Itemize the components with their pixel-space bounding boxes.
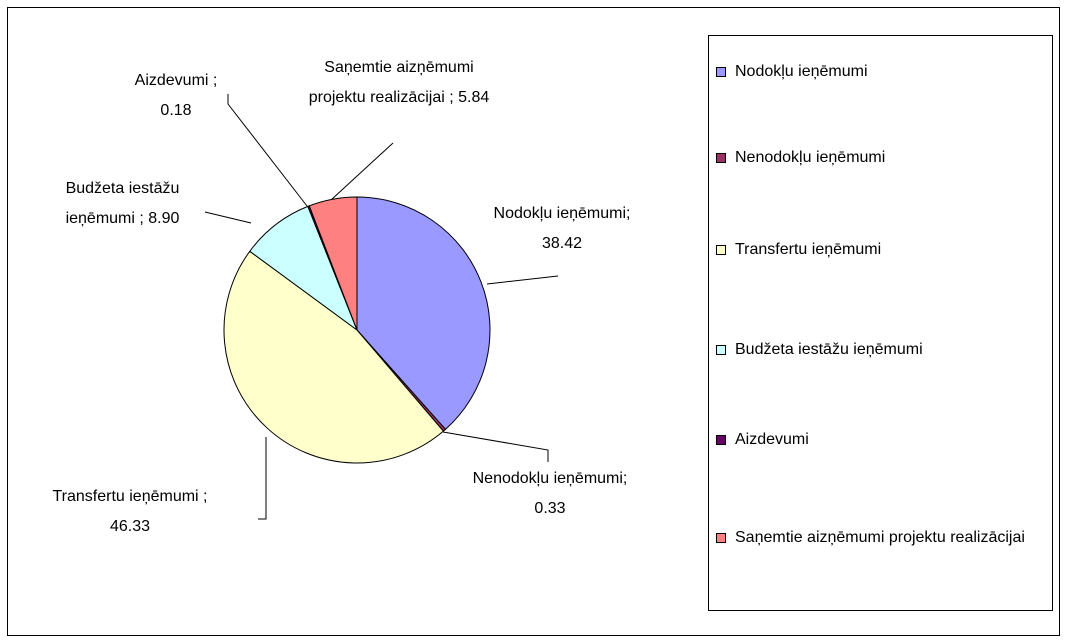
data-label: Aizdevumi ; 0.18 — [134, 72, 218, 119]
legend-label: Nodokļu ieņēmumi — [735, 63, 868, 80]
legend-box — [708, 35, 1053, 611]
leader-line — [227, 94, 308, 207]
legend-swatch — [716, 533, 726, 543]
legend-label: Transfertu ieņēmumi — [735, 241, 882, 258]
leader-line — [330, 142, 394, 201]
leader-lines — [204, 94, 559, 520]
data-label: Saņemtie aizņēmumi projektu realizācijai… — [308, 59, 490, 106]
pie-slice — [223, 250, 445, 464]
legend-label: Saņemtie aizņēmumi projektu realizācijai — [735, 529, 1025, 546]
leader-line — [442, 431, 549, 462]
legend-swatch — [716, 245, 726, 255]
legend-swatch — [716, 345, 726, 355]
data-label: Transfertu ieņēmumi ; 46.33 — [52, 488, 208, 535]
data-label: Nodokļu ieņēmumi; 38.42 — [493, 205, 631, 252]
leader-line — [258, 437, 267, 520]
data-label: Nenodokļu ieņēmumi; 0.33 — [472, 470, 628, 517]
pie-slice — [308, 196, 358, 331]
legend-swatch — [716, 67, 726, 77]
pie-slice — [356, 196, 491, 431]
legend-label: Aizdevumi — [735, 431, 809, 448]
legend-label: Nenodokļu ieņēmumi — [735, 149, 886, 166]
data-label: Budžeta iestāžu ieņēmumi ; 8.90 — [65, 180, 180, 227]
leader-line — [204, 211, 252, 224]
legend-swatch — [716, 435, 726, 445]
leader-line — [486, 275, 559, 285]
legend-swatch — [716, 153, 726, 163]
legend-label: Budžeta iestāžu ieņēmumi — [735, 341, 923, 358]
